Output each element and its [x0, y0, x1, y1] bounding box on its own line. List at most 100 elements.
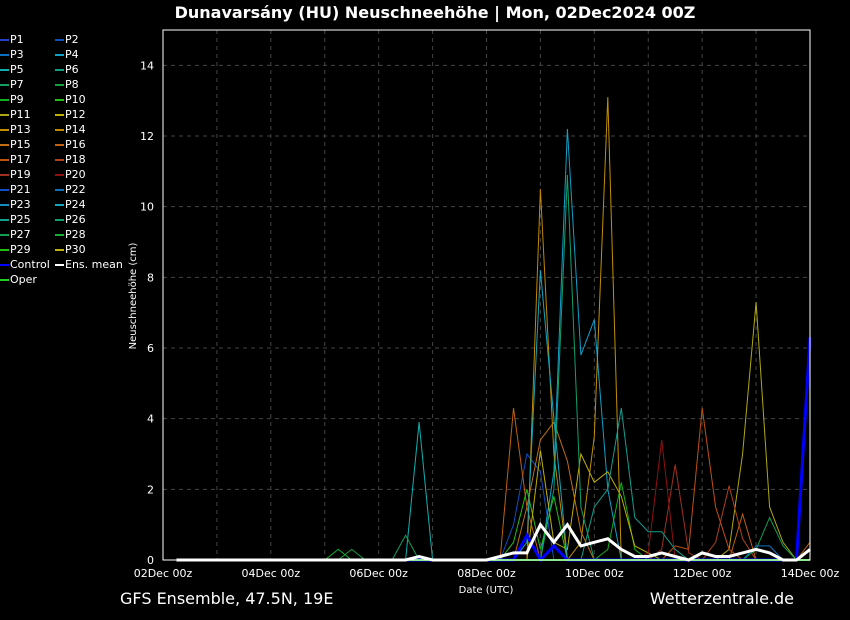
legend-label: P17 [10, 153, 31, 166]
legend-label: P30 [65, 243, 86, 256]
legend-swatch [55, 219, 64, 221]
series-line-p27 [176, 516, 810, 561]
legend-entry: P21 [0, 182, 31, 197]
legend-label: P4 [65, 48, 79, 61]
legend-label: Oper [10, 273, 37, 286]
legend-label: P8 [65, 78, 79, 91]
legend-label: P3 [10, 48, 24, 61]
footer-site-name: Wetterzentrale.de [649, 589, 794, 608]
legend-entry: P17 [0, 152, 31, 167]
legend-label: P7 [10, 78, 24, 91]
legend-swatch [0, 84, 9, 86]
series-line-p24 [176, 270, 810, 561]
legend-entry: P26 [55, 212, 86, 227]
series-line-p5 [176, 422, 810, 561]
legend-entry: P16 [55, 137, 86, 152]
legend-entry: P4 [55, 47, 79, 62]
legend-label: P6 [65, 63, 79, 76]
legend-label: P24 [65, 198, 86, 211]
series-line-p2 [176, 452, 810, 561]
legend-entry: P27 [0, 227, 31, 242]
legend-label: Ens. mean [65, 258, 123, 271]
legend-label: P13 [10, 123, 31, 136]
legend-swatch [0, 39, 9, 41]
y-axis-label: Neuschneehöhe (cm) [128, 242, 139, 349]
legend-swatch [0, 279, 9, 281]
y-tick-label: 6 [147, 342, 154, 355]
legend-entry: P14 [55, 122, 86, 137]
legend-label: P2 [65, 33, 79, 46]
legend-entry: P15 [0, 137, 31, 152]
series-line-p18 [176, 485, 810, 561]
x-axis-label: Date (UTC) [459, 585, 514, 596]
legend-label: P10 [65, 93, 86, 106]
y-tick-label: 12 [140, 130, 154, 143]
legend-label: P9 [10, 93, 24, 106]
legend-swatch [0, 54, 9, 56]
legend-label: P26 [65, 213, 86, 226]
legend-swatch [0, 264, 9, 266]
legend-entry: P11 [0, 107, 31, 122]
y-tick-label: 2 [147, 483, 154, 496]
legend-entry: P23 [0, 197, 31, 212]
legend-swatch [0, 189, 9, 191]
legend-entry: P8 [55, 77, 79, 92]
legend-swatch [55, 114, 64, 116]
legend-swatch [55, 174, 64, 176]
legend-entry: P20 [55, 167, 86, 182]
legend-entry: P22 [55, 182, 86, 197]
legend-entry: Ens. mean [55, 257, 123, 272]
series-line-p4 [176, 128, 810, 561]
legend-entry: Oper [0, 272, 37, 287]
series-line-p16 [176, 408, 811, 561]
legend-swatch [0, 204, 9, 206]
plot-frame [162, 29, 811, 561]
y-tick-label: 14 [140, 59, 154, 72]
series-line-p17 [176, 408, 810, 561]
legend-entry: P19 [0, 167, 31, 182]
x-tick-label: 14Dec 00z [781, 567, 840, 580]
legend-label: Control [10, 258, 50, 271]
legend-swatch [0, 144, 9, 146]
x-tick-label: 02Dec 00z [134, 567, 193, 580]
x-tick-label: 10Dec 00z [565, 567, 624, 580]
legend-entry: P1 [0, 32, 24, 47]
legend-label: P23 [10, 198, 31, 211]
y-tick-label: 8 [147, 271, 154, 284]
legend-swatch [0, 234, 9, 236]
legend-entry: P5 [0, 62, 24, 77]
series-line-p9 [176, 482, 810, 561]
legend-swatch [0, 249, 9, 251]
legend-swatch [0, 219, 9, 221]
legend-swatch [0, 174, 9, 176]
legend-swatch [0, 99, 9, 101]
x-tick-label: 04Dec 00z [242, 567, 301, 580]
legend-entry: P25 [0, 212, 31, 227]
legend-swatch [55, 144, 64, 146]
legend-swatch [55, 69, 64, 71]
legend-label: P22 [65, 183, 86, 196]
legend-label: P19 [10, 168, 31, 181]
legend-swatch [0, 114, 9, 116]
legend-swatch [55, 99, 64, 101]
legend-swatch [55, 84, 64, 86]
legend-swatch [55, 234, 64, 236]
y-tick-label: 0 [147, 554, 154, 567]
legend-label: P27 [10, 228, 31, 241]
legend-swatch [55, 264, 64, 266]
legend-label: P18 [65, 153, 86, 166]
legend-entry: P3 [0, 47, 24, 62]
series-line-p11 [176, 302, 810, 561]
legend-swatch [55, 249, 64, 251]
legend-entry: P9 [0, 92, 24, 107]
legend-entry: P12 [55, 107, 86, 122]
legend-swatch [0, 69, 9, 71]
legend-label: P14 [65, 123, 86, 136]
legend-entry: P7 [0, 77, 24, 92]
legend-entry: P24 [55, 197, 86, 212]
y-tick-label: 4 [147, 413, 154, 426]
series-line-p19 [176, 464, 810, 561]
legend-entry: P29 [0, 242, 31, 257]
legend-label: P5 [10, 63, 24, 76]
